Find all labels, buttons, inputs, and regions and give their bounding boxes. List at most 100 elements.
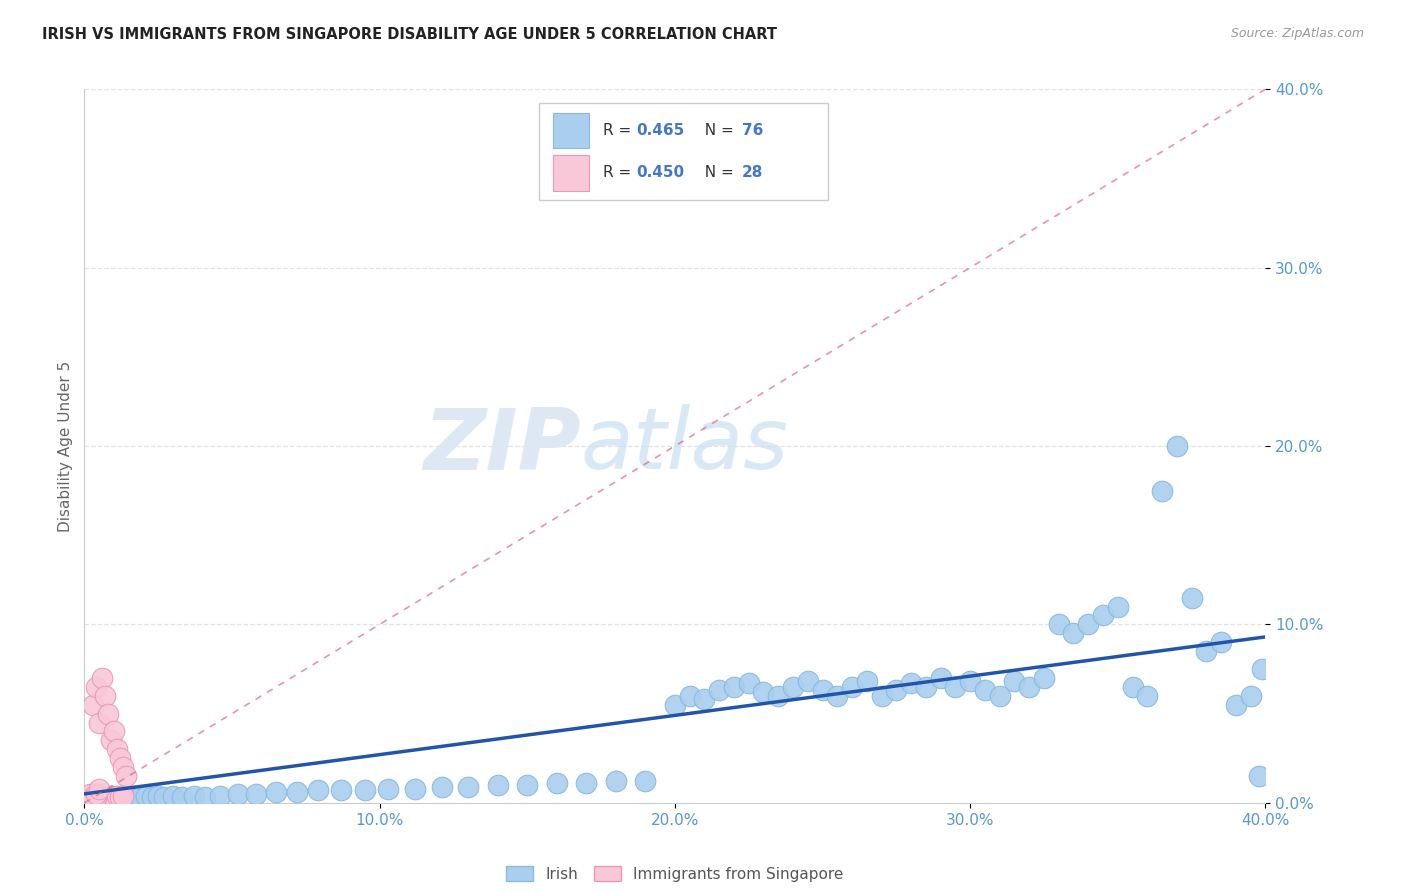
- Point: [811, 683, 834, 698]
- Point: [103, 790, 125, 805]
- Point: [124, 789, 146, 803]
- Point: [782, 680, 804, 694]
- Point: [209, 789, 232, 803]
- FancyBboxPatch shape: [553, 155, 589, 191]
- Point: [959, 674, 981, 689]
- Point: [111, 789, 134, 803]
- Point: [1180, 591, 1202, 605]
- FancyBboxPatch shape: [553, 112, 589, 148]
- Point: [91, 671, 114, 685]
- Text: N =: N =: [695, 165, 738, 180]
- Point: [664, 698, 686, 712]
- Point: [135, 789, 157, 803]
- Point: [87, 715, 111, 730]
- Point: [79, 787, 101, 801]
- Text: ZIP: ZIP: [423, 404, 581, 488]
- Point: [105, 790, 128, 805]
- Point: [870, 689, 893, 703]
- Point: [404, 781, 426, 796]
- Point: [1077, 617, 1099, 632]
- Point: [1225, 698, 1247, 712]
- Point: [973, 683, 995, 698]
- Point: [79, 790, 101, 805]
- Point: [82, 698, 104, 712]
- Point: [1136, 689, 1159, 703]
- Point: [84, 787, 107, 801]
- Point: [111, 760, 134, 774]
- Point: [1122, 680, 1144, 694]
- Point: [285, 785, 308, 799]
- Point: [1018, 680, 1040, 694]
- Point: [103, 724, 125, 739]
- Text: R =: R =: [603, 123, 636, 138]
- Point: [97, 706, 120, 721]
- Point: [100, 733, 122, 747]
- Text: R =: R =: [603, 165, 636, 180]
- Point: [841, 680, 863, 694]
- Point: [100, 789, 122, 803]
- Point: [575, 776, 598, 790]
- Point: [111, 789, 134, 803]
- Point: [194, 790, 217, 805]
- Point: [945, 680, 967, 694]
- Point: [723, 680, 745, 694]
- Point: [148, 789, 170, 803]
- Point: [100, 789, 122, 803]
- Point: [516, 778, 538, 792]
- Y-axis label: Disability Age Under 5: Disability Age Under 5: [58, 360, 73, 532]
- Point: [1249, 769, 1271, 783]
- Point: [988, 689, 1011, 703]
- Point: [752, 685, 775, 699]
- Text: 0.465: 0.465: [636, 123, 685, 138]
- Point: [170, 790, 193, 805]
- Point: [226, 787, 249, 801]
- Point: [693, 692, 716, 706]
- Point: [430, 780, 453, 794]
- Point: [709, 683, 731, 698]
- Point: [768, 689, 790, 703]
- Point: [87, 781, 111, 796]
- Point: [855, 674, 877, 689]
- Text: atlas: atlas: [581, 404, 789, 488]
- Legend: Irish, Immigrants from Singapore: Irish, Immigrants from Singapore: [501, 860, 849, 888]
- Point: [929, 671, 952, 685]
- Point: [1032, 671, 1054, 685]
- Point: [1251, 662, 1274, 676]
- Point: [307, 783, 329, 797]
- Point: [84, 790, 107, 805]
- Point: [1047, 617, 1070, 632]
- Point: [118, 790, 141, 805]
- Point: [183, 789, 205, 803]
- Point: [97, 790, 120, 805]
- Point: [457, 780, 479, 794]
- Point: [886, 683, 908, 698]
- Point: [377, 781, 399, 796]
- Point: [84, 787, 107, 801]
- Point: [914, 680, 936, 694]
- Point: [1063, 626, 1085, 640]
- Point: [153, 790, 176, 805]
- Point: [82, 790, 104, 805]
- Text: N =: N =: [695, 123, 738, 138]
- Point: [108, 790, 131, 805]
- Point: [82, 787, 104, 801]
- Point: [94, 689, 117, 703]
- Point: [546, 776, 568, 790]
- Point: [105, 789, 128, 803]
- Text: 76: 76: [742, 123, 763, 138]
- Text: 0.450: 0.450: [636, 165, 685, 180]
- Point: [1004, 674, 1026, 689]
- Point: [1209, 635, 1232, 649]
- Point: [105, 742, 128, 756]
- Point: [1166, 439, 1188, 453]
- Point: [827, 689, 849, 703]
- Point: [87, 787, 111, 801]
- Point: [1195, 644, 1218, 658]
- Point: [486, 778, 509, 792]
- Point: [330, 783, 353, 797]
- Point: [91, 790, 114, 805]
- Point: [264, 785, 288, 799]
- Point: [114, 769, 136, 783]
- Point: [94, 790, 117, 805]
- Text: 28: 28: [742, 165, 763, 180]
